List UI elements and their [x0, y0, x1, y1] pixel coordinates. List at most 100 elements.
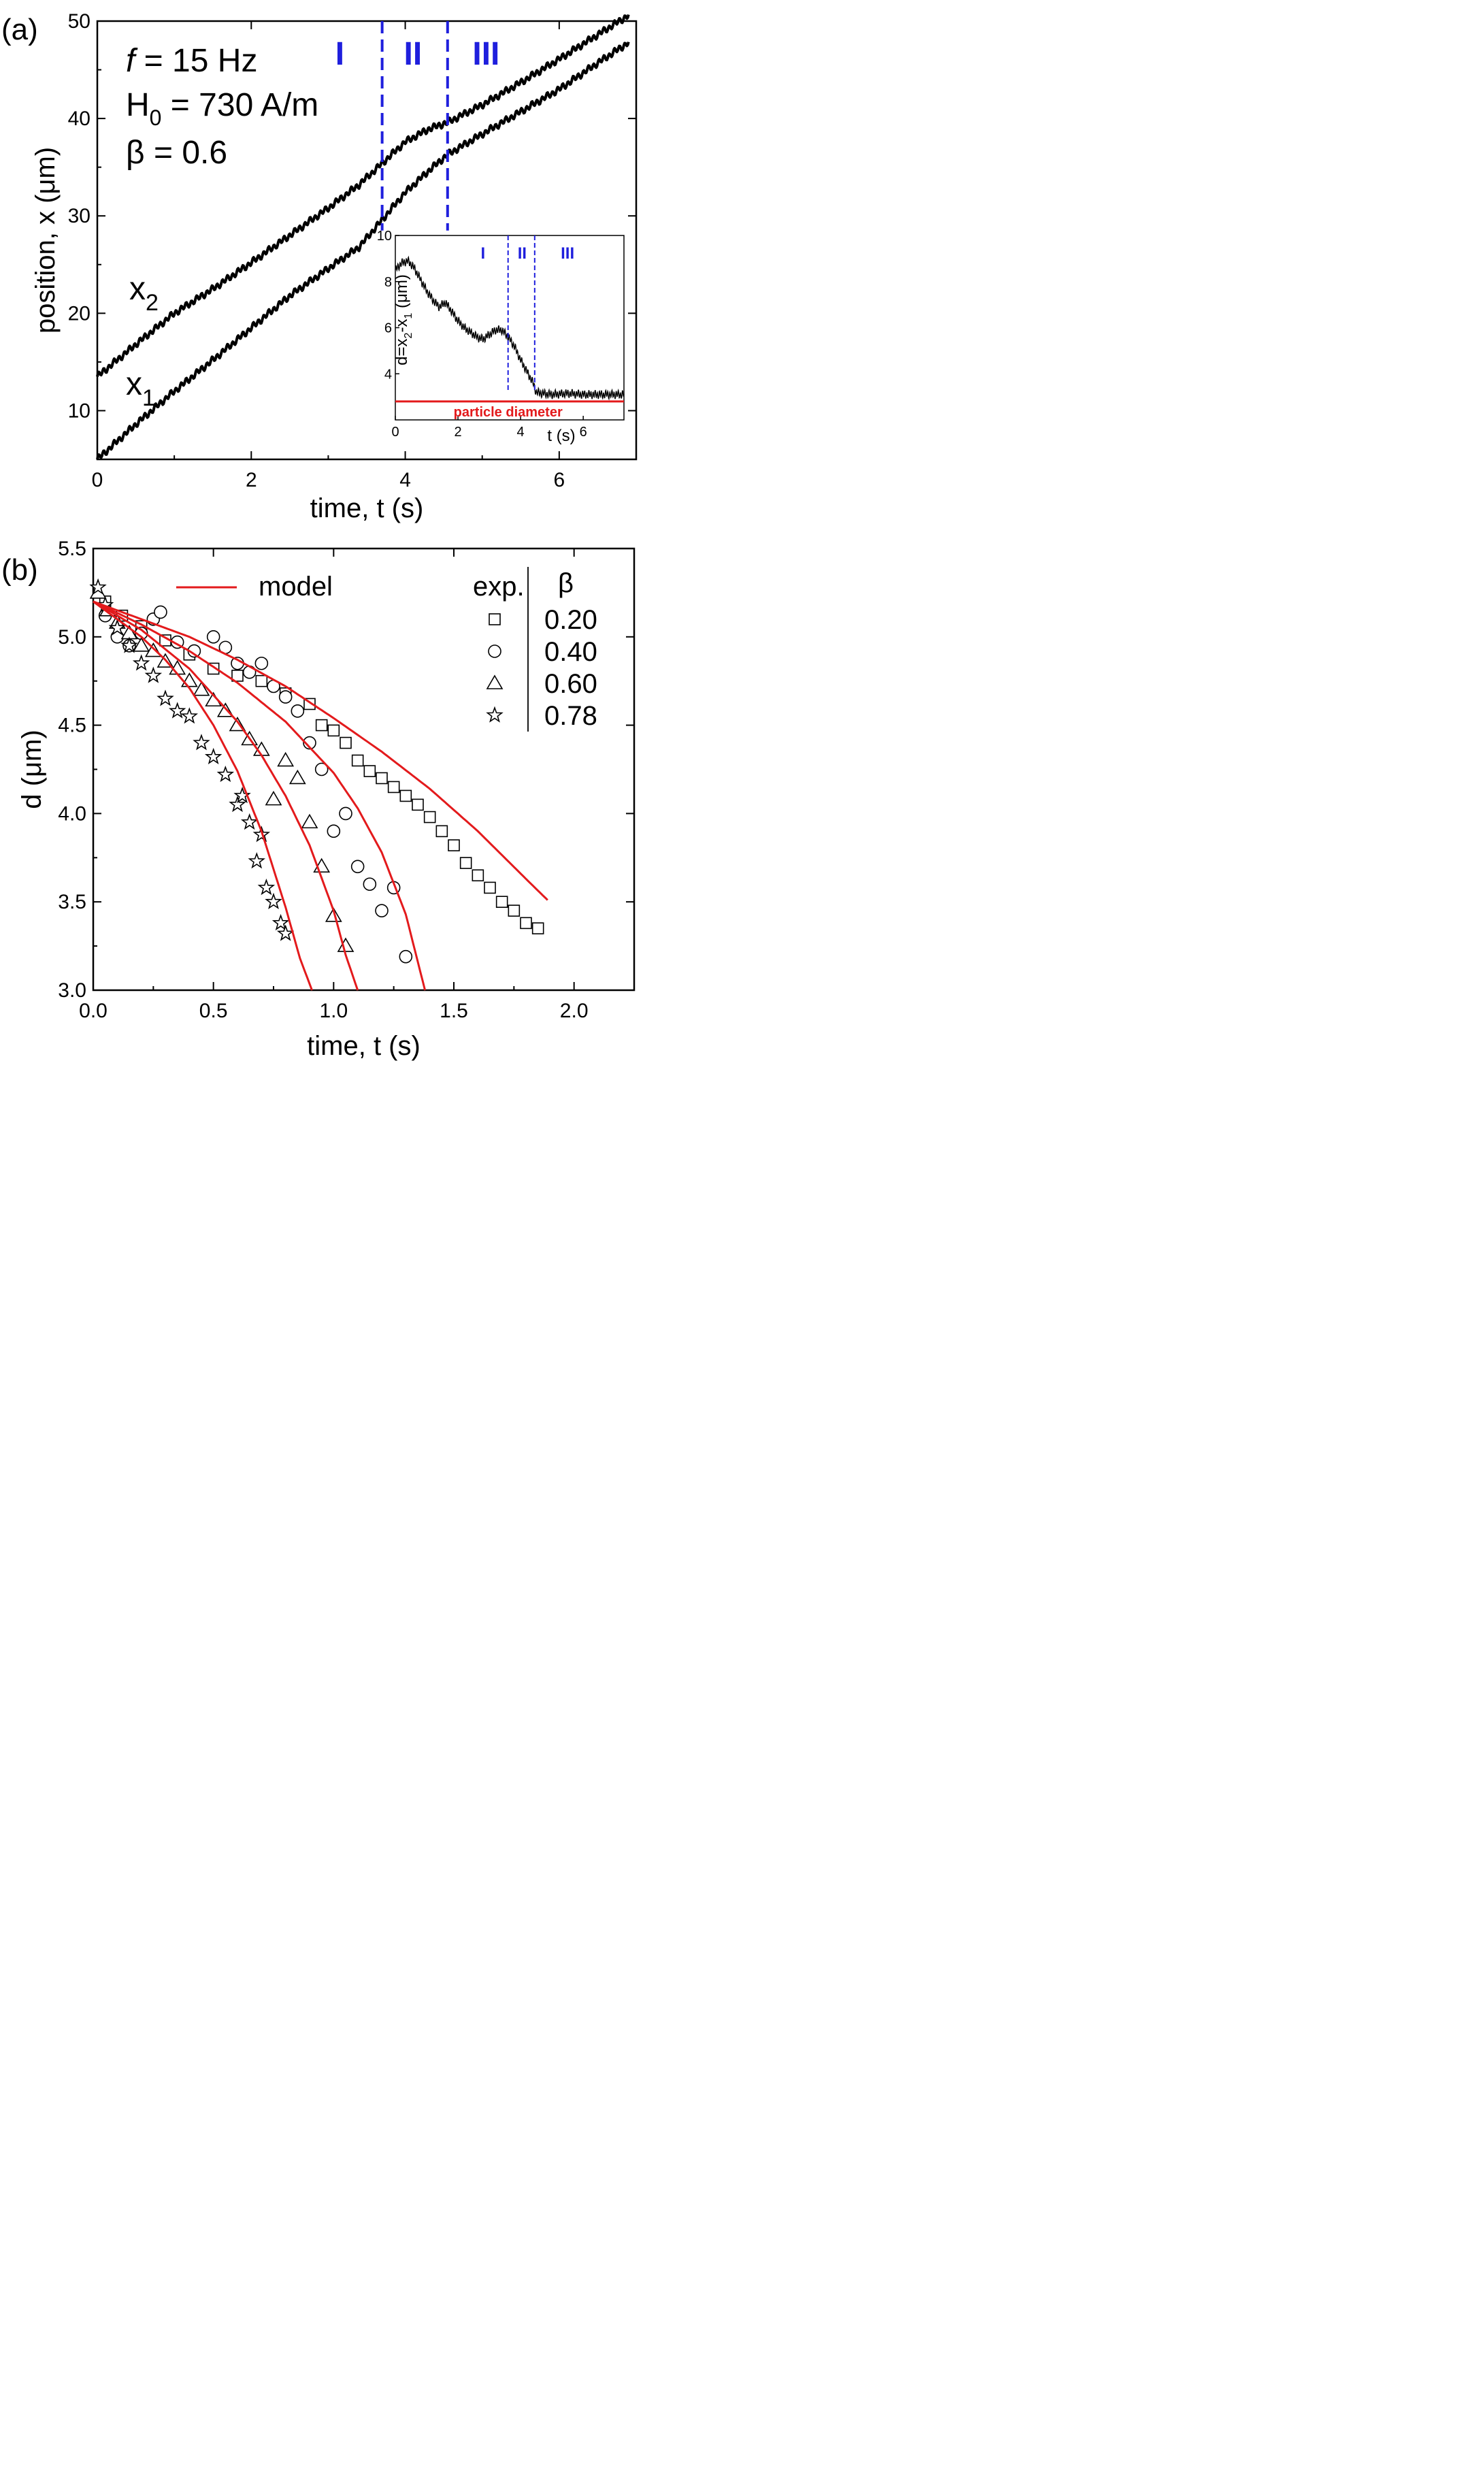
particle-diameter-label: particle diameter — [454, 405, 563, 420]
point-triangle-beta-0.6 — [337, 937, 354, 952]
point-square-beta-0.2 — [255, 674, 268, 687]
model-curve-beta-0.4 — [93, 600, 427, 991]
inset-y-axis-label: d=x2-x1 (μm) — [393, 274, 414, 365]
model-curve-beta-0.2 — [93, 600, 548, 901]
legend: model exp. β 0.200.400.600.78 — [176, 567, 597, 732]
inset-x-tick-label: 2 — [454, 425, 461, 440]
inset-y-label-sub1: 1 — [403, 313, 414, 319]
point-square-beta-0.2 — [423, 811, 436, 823]
panel-b: (b) 0.0 0.5 1.0 1.5 2.0 3.0 3.5 4.0 4.5 5.0 5.5 time… — [1, 538, 636, 1061]
point-star-beta-0.78 — [276, 924, 295, 941]
point-star-beta-0.78 — [216, 765, 235, 783]
point-square-beta-0.2 — [315, 719, 328, 732]
x-tick-label: 2 — [246, 469, 257, 491]
point-square-beta-0.2 — [340, 736, 352, 749]
point-circle-beta-0.4 — [339, 806, 352, 821]
point-square-beta-0.2 — [531, 922, 544, 934]
region-label: I — [335, 36, 344, 72]
point-square-beta-0.2 — [412, 798, 424, 811]
curve-label-x2-base: x — [129, 271, 146, 307]
x-tick-label-b: 0.5 — [199, 1000, 228, 1022]
legend-marker-square — [489, 613, 501, 625]
point-star-beta-0.78 — [233, 787, 251, 804]
point-square-beta-0.2 — [484, 881, 496, 894]
y-tick-label: 40 — [68, 108, 90, 130]
inset-frame — [395, 235, 625, 421]
param-H-value: = 730 A/m — [161, 87, 318, 123]
point-star-beta-0.78 — [108, 619, 127, 636]
inset-x-tick-label: 0 — [391, 425, 399, 440]
point-triangle-beta-0.6 — [277, 751, 295, 767]
point-circle-beta-0.4 — [363, 877, 377, 892]
curve-label-x1: x1 — [126, 366, 155, 411]
point-star-beta-0.78 — [240, 813, 259, 830]
x-tick-label: 6 — [554, 469, 565, 491]
point-square-beta-0.2 — [387, 781, 400, 794]
x-tick-label-b: 1.5 — [440, 1000, 468, 1022]
x-tick-label: 0 — [92, 469, 103, 491]
param-beta: β = 0.6 — [126, 135, 227, 171]
point-square-beta-0.2 — [327, 724, 340, 737]
inset-y-label-unit: (μm) — [393, 274, 411, 312]
point-square-beta-0.2 — [472, 869, 484, 882]
point-circle-beta-0.4 — [399, 949, 413, 964]
inset-series-d — [395, 255, 625, 401]
point-square-beta-0.2 — [435, 825, 448, 838]
inset-y-tick-label: 6 — [384, 321, 392, 336]
y-tick-label-b: 4.5 — [58, 715, 86, 737]
x-tick-label-b: 0.0 — [79, 1000, 108, 1022]
point-triangle-beta-0.6 — [288, 769, 306, 785]
y-tick-label: 20 — [68, 302, 90, 325]
legend-beta-header: β — [558, 568, 574, 598]
point-circle-beta-0.4 — [278, 690, 293, 704]
inset-x-tick-label: 6 — [580, 425, 587, 440]
point-square-beta-0.2 — [399, 789, 412, 802]
point-triangle-beta-0.6 — [325, 907, 342, 922]
y-tick-label: 50 — [68, 10, 90, 33]
legend-marker-triangle — [486, 674, 504, 689]
inset-y-label-sub2: 2 — [403, 332, 414, 338]
experimental-points — [89, 578, 544, 964]
inset-x-tick-label: 4 — [517, 425, 525, 440]
model-curves — [93, 600, 548, 991]
y-tick-label-b: 3.0 — [58, 979, 86, 1002]
point-circle-beta-0.4 — [375, 904, 389, 917]
region-label: II — [404, 36, 423, 72]
legend-beta-value: 0.78 — [544, 701, 597, 731]
x-axis-label-b: time, t (s) — [307, 1031, 421, 1061]
curve-label-x1-sub: 1 — [142, 385, 155, 411]
param-field: H0 = 730 A/m — [126, 87, 318, 130]
point-star-beta-0.78 — [248, 852, 265, 869]
point-triangle-beta-0.6 — [265, 791, 282, 806]
param-f-value: = 15 Hz — [135, 43, 257, 79]
point-star-beta-0.78 — [144, 666, 163, 683]
model-curve-beta-0.78 — [93, 600, 313, 991]
point-circle-beta-0.4 — [154, 605, 167, 619]
panel-label-a: (a) — [1, 13, 38, 46]
point-square-beta-0.2 — [231, 670, 244, 682]
legend-marker-star — [486, 706, 504, 723]
point-square-beta-0.2 — [520, 917, 532, 930]
x-tick-label: 4 — [399, 469, 411, 491]
param-frequency: f = 15 Hz — [126, 43, 257, 79]
legend-beta-value: 0.20 — [544, 605, 597, 635]
curve-label-x2-sub: 2 — [146, 290, 159, 316]
point-star-beta-0.78 — [265, 892, 282, 910]
point-star-beta-0.78 — [168, 702, 186, 719]
inset-region-label: I — [481, 244, 486, 263]
param-H-symbol: H — [126, 87, 150, 123]
legend-model-label: model — [259, 572, 333, 602]
point-square-beta-0.2 — [376, 772, 388, 785]
point-square-beta-0.2 — [448, 839, 460, 851]
legend-exp-header: exp. — [473, 572, 525, 602]
curve-label-x1-base: x — [126, 366, 142, 402]
series-x1 — [96, 42, 630, 460]
point-star-beta-0.78 — [89, 578, 107, 595]
panel-label-b: (b) — [1, 553, 38, 587]
point-star-beta-0.78 — [257, 878, 276, 896]
legend-marker-circle — [488, 644, 501, 658]
legend-beta-value: 0.60 — [544, 669, 597, 699]
point-star-beta-0.78 — [193, 734, 210, 751]
